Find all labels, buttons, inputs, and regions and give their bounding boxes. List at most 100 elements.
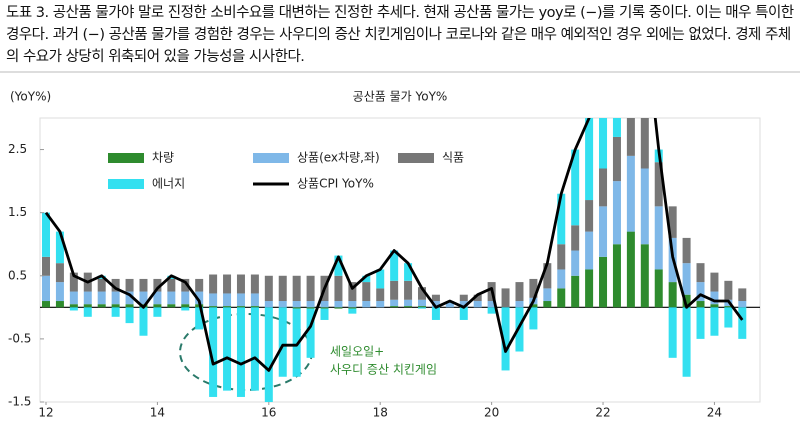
y-tick-label: -1.5 [8,395,31,409]
bar [696,301,705,308]
bar [306,308,315,358]
bar [585,118,594,201]
bar [626,118,635,156]
bar [599,256,608,308]
bar [710,291,719,305]
bar [654,162,663,207]
bar [111,307,120,317]
bar [306,307,315,309]
bar [278,301,287,308]
bar [348,282,357,302]
bar [459,294,468,302]
bar [42,212,50,257]
bar [236,306,245,308]
bar [236,293,245,307]
bar [627,0,635,105]
legend-label: 상품(ex차량,좌) [297,151,380,165]
legend-swatch [108,153,144,163]
legend-label: 식품 [442,151,464,165]
bar [529,278,538,298]
bar [417,287,426,300]
bar [362,282,371,302]
bar [376,301,385,308]
bar [682,263,691,295]
bar [738,301,747,308]
bar [682,307,691,377]
bar [431,294,440,302]
bar [585,231,594,270]
bar [668,282,677,308]
bar [209,293,218,307]
bar [209,307,218,397]
bar [529,307,538,330]
bar [431,307,440,320]
bar [97,278,106,292]
bar [557,193,566,245]
bar [55,301,64,308]
bar [348,308,357,314]
bar [404,306,413,308]
y-tick-label: 0.5 [8,268,27,282]
bar [585,200,594,232]
bar [209,306,218,308]
bar [83,304,92,308]
bar [334,275,343,302]
bar [306,275,315,302]
bar [362,275,371,283]
legend-swatch [253,153,289,163]
bar [334,255,343,276]
bar [571,225,580,251]
bar [696,263,705,283]
bar [390,280,399,300]
bar [83,291,92,305]
bar [654,269,663,308]
y-tick-label: -0.5 [8,331,31,345]
bar [417,299,426,307]
bar [125,291,134,305]
bar [515,301,524,308]
bar [320,301,329,308]
bar [167,291,176,305]
x-tick-label: 20 [484,406,499,420]
bar [557,288,566,308]
bar [42,256,50,276]
bar [236,307,245,397]
bar [599,206,608,257]
bar [111,291,120,305]
bar [264,301,273,308]
bar [292,308,301,377]
bar [362,301,371,308]
annotation: 사우디 증산 치킨게임 [330,363,437,377]
bar [501,307,510,371]
bar [292,307,301,309]
legend-swatch [398,153,434,163]
bar [69,307,78,311]
bar [223,306,232,308]
bar [334,301,343,308]
bar [710,272,719,292]
bar [626,155,635,232]
bar [250,293,259,307]
bar [125,278,134,292]
bar [181,278,190,292]
bar [320,307,329,309]
bar [515,307,524,352]
bar [390,299,399,307]
bar [55,231,64,264]
bar [641,23,649,118]
bar [111,304,120,308]
bar [417,307,426,309]
bar [724,280,733,300]
bar [376,288,385,302]
x-tick-label: 14 [150,406,165,420]
bar [515,282,524,302]
bar [724,306,733,308]
bar [264,307,273,402]
bar [626,231,635,308]
bar [599,168,608,207]
bar [292,301,301,308]
x-tick-label: 18 [373,406,388,420]
bar [55,282,64,302]
